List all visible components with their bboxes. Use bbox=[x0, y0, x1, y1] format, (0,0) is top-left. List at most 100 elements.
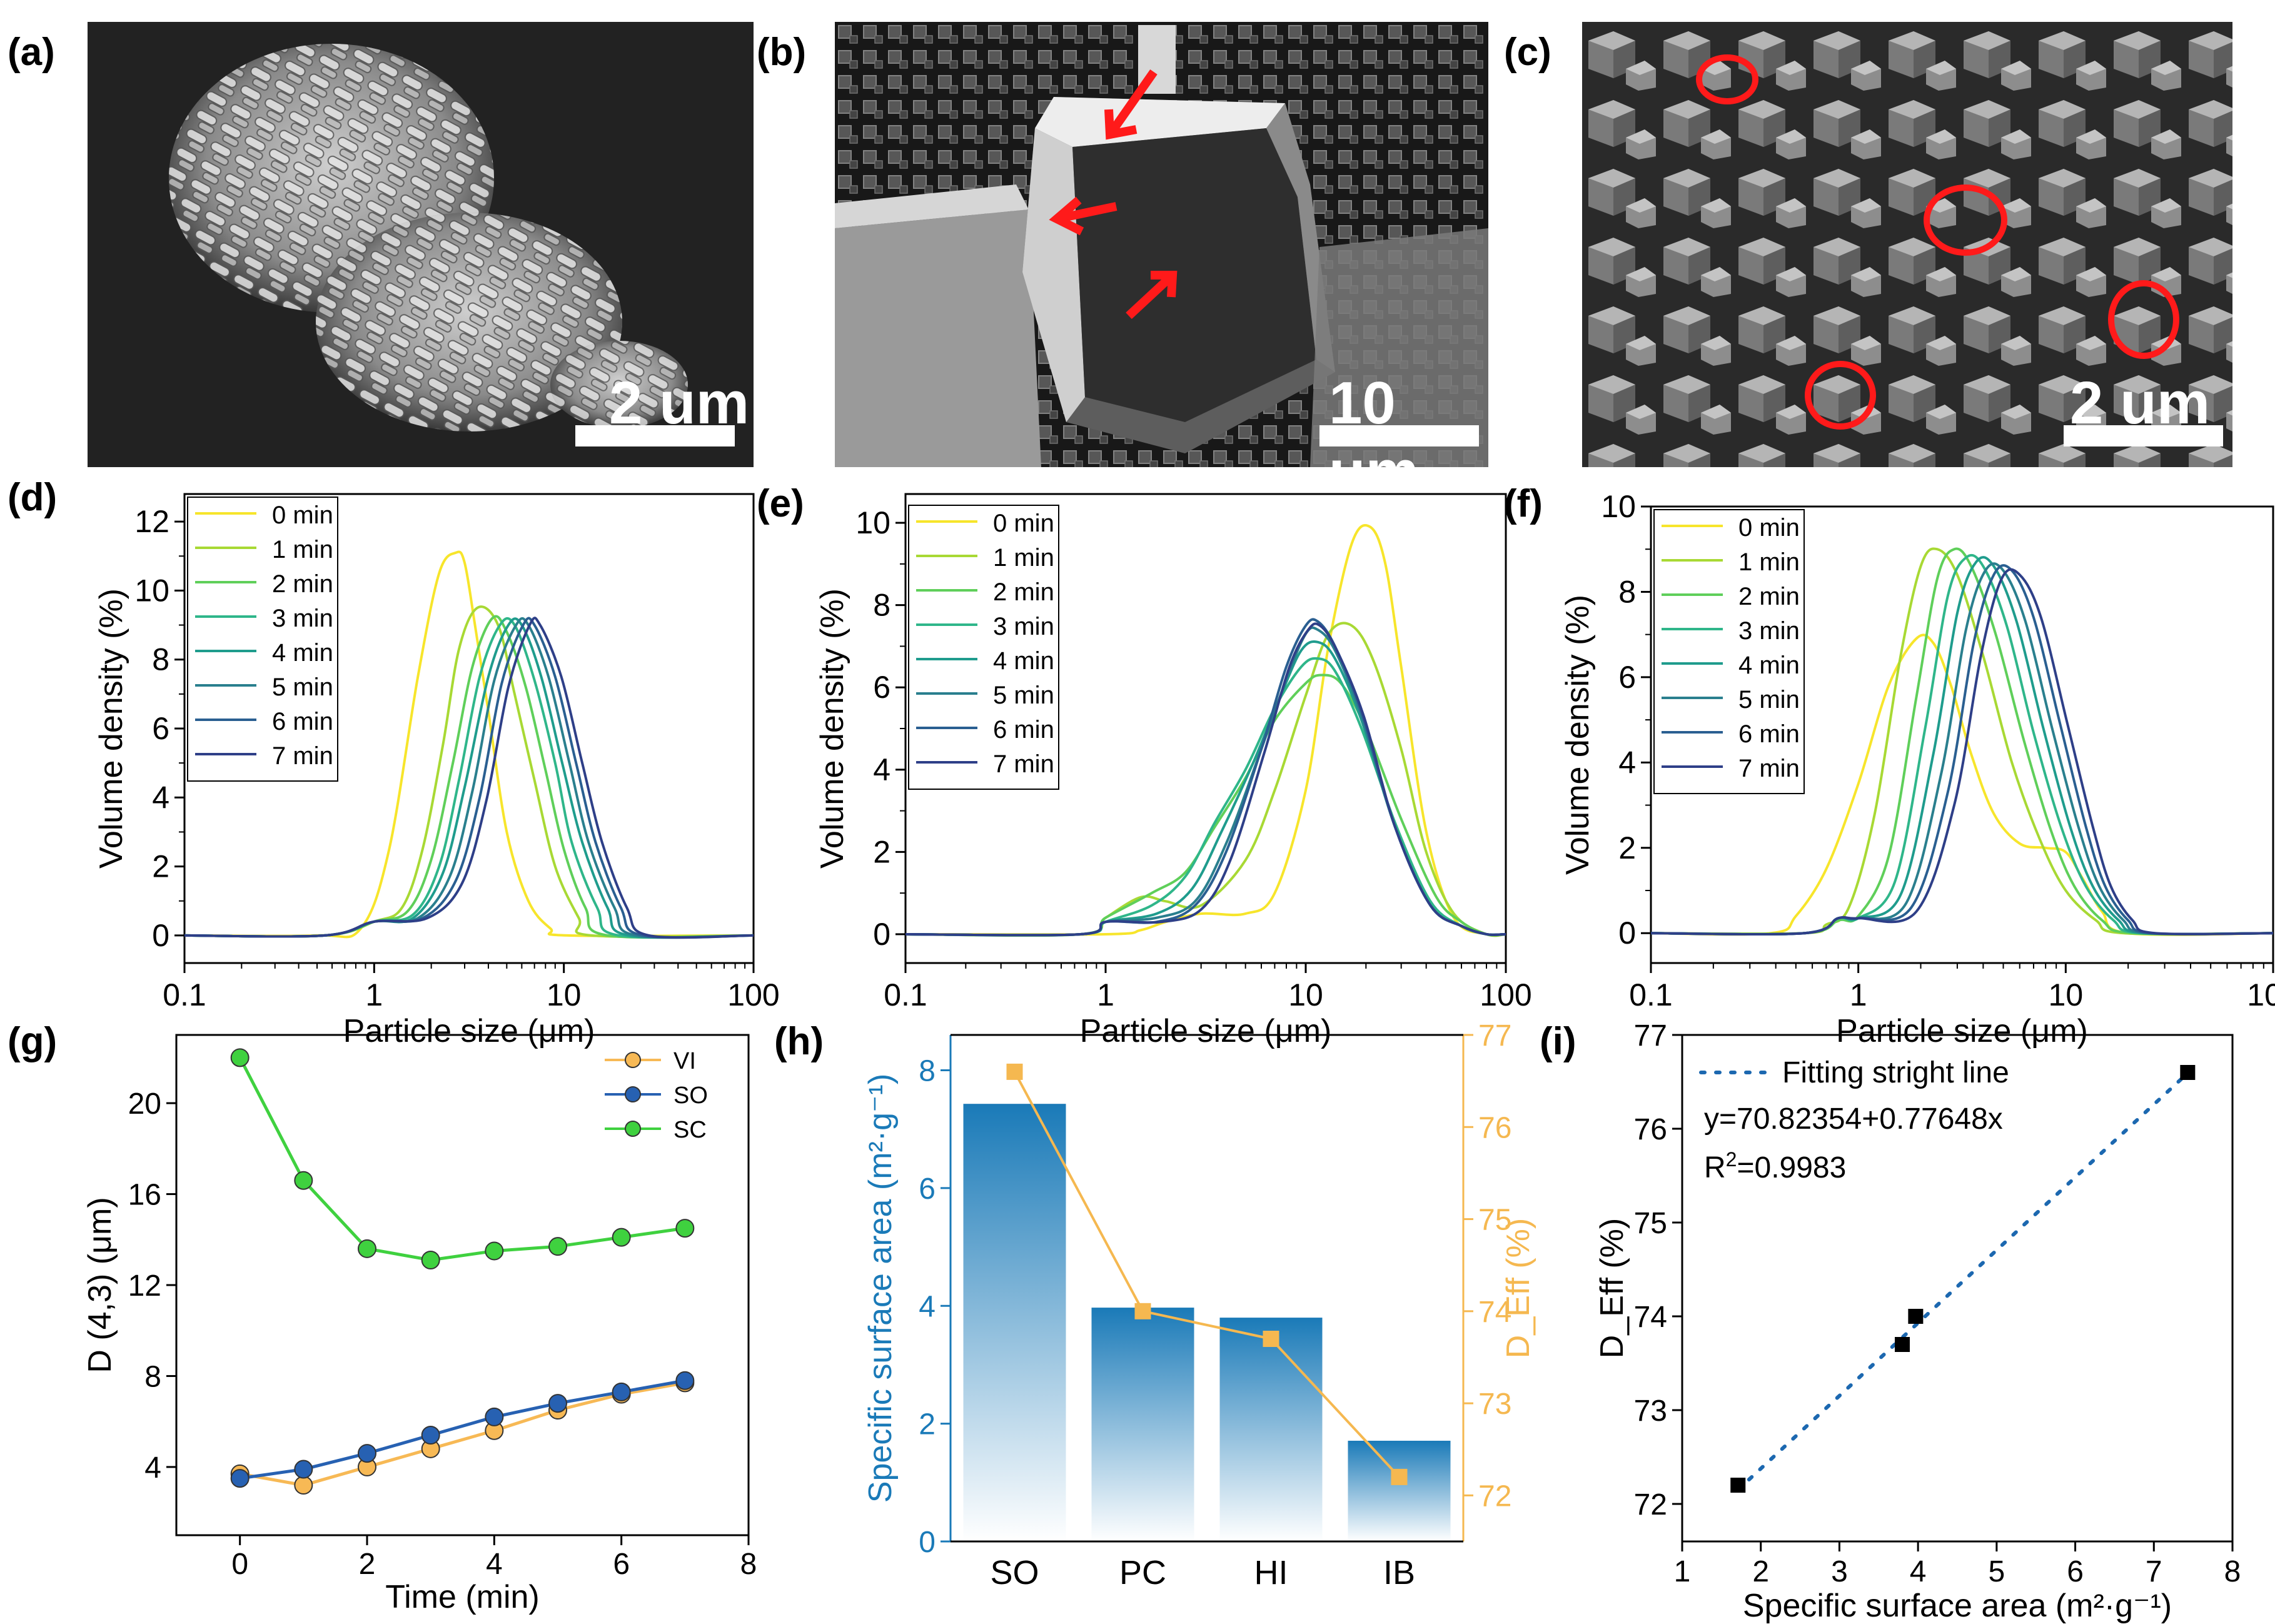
y-tick-label-d: 12 bbox=[134, 504, 169, 539]
y-right-axis-label-h: D_Eff (%) bbox=[1500, 1218, 1536, 1358]
panel-label-f: (f) bbox=[1504, 482, 1543, 525]
data-point-g-SC bbox=[230, 1048, 250, 1067]
legend-label-d: 3 min bbox=[272, 605, 333, 632]
y-tick-label-h: 6 bbox=[919, 1173, 936, 1206]
data-point-i bbox=[1895, 1337, 1910, 1352]
x-tick-label-e: 1 bbox=[1097, 977, 1114, 1012]
panel-label-g: (g) bbox=[8, 1020, 58, 1063]
x-tick-label-i: 2 bbox=[1752, 1555, 1769, 1588]
series-line-e-2 bbox=[905, 673, 1506, 937]
x-axis-label-f: Particle size (μm) bbox=[1836, 1013, 2088, 1049]
y-tick-label-d: 0 bbox=[152, 918, 169, 953]
data-point-g-SO bbox=[358, 1444, 376, 1463]
legend-label-e: 5 min bbox=[993, 682, 1054, 709]
series-line-d-7 bbox=[184, 617, 754, 939]
x-tick-label-i: 3 bbox=[1831, 1555, 1848, 1588]
legend-box-d bbox=[187, 497, 338, 782]
sem-c-highlight-circles bbox=[1696, 54, 2179, 430]
category-label-h: PC bbox=[1119, 1554, 1166, 1591]
x-tick-label-g: 4 bbox=[486, 1548, 503, 1581]
data-point-g-SO bbox=[548, 1394, 567, 1413]
y-tick-label-g: 16 bbox=[128, 1179, 161, 1212]
data-point-g-SC bbox=[421, 1251, 440, 1269]
x-tick-label-f: 0.1 bbox=[1629, 977, 1673, 1012]
y-tick-label-h: 2 bbox=[919, 1408, 936, 1441]
legend-label-g: SO bbox=[673, 1082, 708, 1109]
data-point-g-VI bbox=[294, 1476, 313, 1495]
y-tick-label-h: 0 bbox=[919, 1526, 936, 1559]
scale-bar-c bbox=[2064, 425, 2223, 446]
psd-chart-d: 0.1 1 10 100 0 2 4 6 8 10 12 Particle size (μm) Volu… bbox=[93, 493, 780, 1049]
y-tick-label-d: 10 bbox=[134, 573, 169, 608]
x-tick-label-e: 0.1 bbox=[884, 977, 927, 1012]
y-tick-label-e: 4 bbox=[873, 752, 890, 787]
sem-image-a: 2 um bbox=[88, 22, 754, 467]
scale-bar-b bbox=[1319, 425, 1479, 446]
y-tick-label-g: 12 bbox=[128, 1269, 161, 1303]
legend-label-e: 4 min bbox=[993, 647, 1054, 675]
axes-i-frame bbox=[1681, 1034, 2234, 1543]
x-tick-label-g: 8 bbox=[740, 1548, 757, 1581]
series-line-g-VI bbox=[240, 1381, 685, 1487]
category-label-h: HI bbox=[1254, 1554, 1288, 1591]
fit-scatter-chart-i: 1 2 3 4 5 6 7 8 72 73 74 75 76 77 Specific surface are… bbox=[1594, 1019, 2241, 1624]
y-right-tick-label-h: 77 bbox=[1478, 1019, 1511, 1052]
data-point-g-SO bbox=[485, 1407, 504, 1426]
x-tick-label-i: 4 bbox=[1910, 1555, 1927, 1588]
x-tick-label-i: 1 bbox=[1674, 1555, 1691, 1588]
sem-b-crystal bbox=[835, 22, 1488, 467]
legend-label-f: 3 min bbox=[1738, 617, 1800, 645]
y-tick-label-e: 0 bbox=[873, 917, 890, 952]
data-point-i bbox=[2180, 1065, 2196, 1080]
fit-r2-i: R2=0.9983 bbox=[1704, 1148, 1846, 1184]
y-tick-label-e: 10 bbox=[855, 505, 890, 540]
panel-label-e: (e) bbox=[757, 482, 804, 525]
y-right-tick-label-h: 74 bbox=[1478, 1296, 1511, 1329]
surface-area-bar-chart-h: 0 2 4 6 8 72 73 74 75 76 77 SO PC HI IB Specific surfac… bbox=[862, 1019, 1536, 1591]
deff-marker-h bbox=[1134, 1303, 1151, 1319]
y-tick-label-i: 76 bbox=[1634, 1113, 1667, 1146]
x-axis-label-e: Particle size (μm) bbox=[1080, 1013, 1332, 1049]
x-tick-label-f: 10 bbox=[2049, 977, 2084, 1012]
legend-label-d: 5 min bbox=[272, 673, 333, 701]
bar-SO bbox=[963, 1104, 1066, 1541]
y-tick-label-d: 8 bbox=[152, 642, 169, 677]
legend-box-e bbox=[908, 505, 1059, 790]
sem-image-b: 10 um bbox=[835, 22, 1488, 467]
legend-label-e: 3 min bbox=[993, 613, 1054, 640]
x-tick-label-g: 6 bbox=[613, 1548, 630, 1581]
scale-bar-a bbox=[575, 425, 735, 446]
legend-marker-g bbox=[625, 1086, 641, 1102]
data-point-g-SO bbox=[612, 1382, 631, 1401]
legend-e: 0 min 1 min 2 min 3 min 4 min 5 min 6 min 7 min bbox=[908, 505, 1059, 790]
series-line-e-7 bbox=[905, 622, 1506, 937]
bar-HI bbox=[1219, 1318, 1323, 1541]
series-line-f-7 bbox=[1650, 568, 2274, 936]
legend-label-e: 6 min bbox=[993, 716, 1054, 744]
x-axis-label-i: Specific surface area (m²·g⁻¹) bbox=[1743, 1588, 2172, 1624]
y-tick-label-g: 4 bbox=[144, 1451, 161, 1485]
y-right-tick-label-h: 72 bbox=[1478, 1480, 1511, 1513]
panel-label-c: (c) bbox=[1504, 31, 1551, 74]
legend-label-f: 0 min bbox=[1738, 514, 1800, 542]
y-tick-label-f: 8 bbox=[1618, 574, 1636, 609]
series-line-e-0 bbox=[905, 523, 1506, 937]
data-point-i bbox=[1908, 1309, 1924, 1324]
y-axis-label-i: D_Eff (%) bbox=[1594, 1218, 1630, 1358]
panel-label-d: (d) bbox=[8, 476, 58, 519]
legend-label-e: 2 min bbox=[993, 578, 1054, 606]
y-axis-label-g: D (4,3) (μm) bbox=[82, 1197, 118, 1373]
sem-image-c: 2 um bbox=[1582, 22, 2232, 467]
data-point-g-SC bbox=[358, 1239, 376, 1258]
x-tick-label-e: 100 bbox=[1480, 977, 1531, 1012]
legend-label-f: 7 min bbox=[1738, 755, 1800, 782]
y-tick-label-f: 2 bbox=[1618, 830, 1636, 865]
y-axis-label-f: Volume density (%) bbox=[1560, 595, 1596, 875]
data-point-i bbox=[1730, 1478, 1746, 1493]
x-tick-label-f: 1 bbox=[1850, 977, 1867, 1012]
axes-g-frame bbox=[175, 1034, 750, 1536]
fit-line-i bbox=[1736, 1071, 2190, 1492]
legend-label-f: 4 min bbox=[1738, 652, 1800, 679]
y-right-tick-label-h: 76 bbox=[1478, 1111, 1511, 1144]
